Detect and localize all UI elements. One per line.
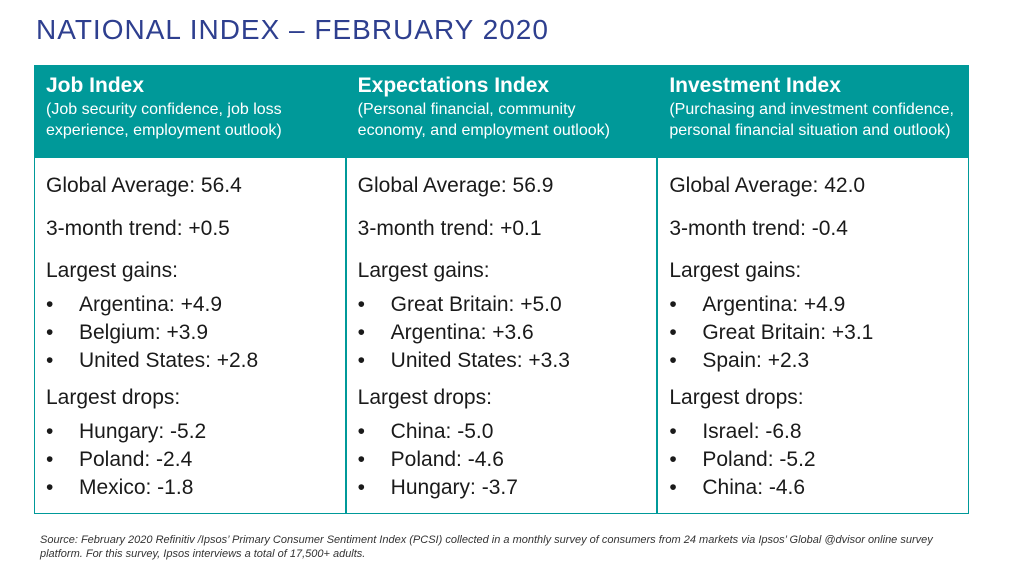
column-body: Global Average: 56.4 3-month trend: +0.5… <box>35 158 345 513</box>
gains-label: Largest gains: <box>669 259 802 282</box>
column-heading: Investment Index <box>669 74 841 97</box>
drops-list: • China: -5.0 • Poland: -4.6 • Hungary: -3.… <box>358 418 647 502</box>
drops-label: Largest drops: <box>357 386 492 409</box>
list-item: • Poland: -4.6 <box>358 446 647 474</box>
list-item: • Argentina: +4.9 <box>669 291 958 319</box>
bullet-icon: • <box>357 293 366 316</box>
gains-list: • Argentina: +4.9 • Belgium: +3.9 • United … <box>46 291 335 375</box>
list-item: • Argentina: +3.6 <box>358 319 647 347</box>
list-item: • Hungary: -5.2 <box>46 418 335 446</box>
column-header: Expectations Index (Personal financial, … <box>346 66 657 158</box>
drop-entry: Mexico: -1.8 <box>79 476 194 499</box>
bullet-icon: • <box>46 293 54 316</box>
global-average: Global Average: 42.0 <box>669 174 866 197</box>
list-item: • China: -4.6 <box>669 474 958 502</box>
bullet-icon: • <box>669 448 677 471</box>
global-average: Global Average: 56.4 <box>46 174 242 197</box>
drops-label: Largest drops: <box>669 386 804 409</box>
list-item: • China: -5.0 <box>358 418 647 446</box>
gain-entry: Argentina: +3.6 <box>390 321 534 344</box>
list-item: • Argentina: +4.9 <box>46 291 335 319</box>
bullet-icon: • <box>357 349 366 372</box>
drop-entry: China: -5.0 <box>390 420 494 443</box>
column-heading: Job Index <box>46 74 145 97</box>
gain-entry: Great Britain: +3.1 <box>702 321 874 344</box>
bullet-icon: • <box>669 476 677 499</box>
list-item: • Belgium: +3.9 <box>46 319 335 347</box>
list-item: • Poland: -5.2 <box>669 446 958 474</box>
drop-entry: Poland: -4.6 <box>390 448 504 471</box>
gains-label: Largest gains: <box>46 259 178 282</box>
column-subheading: (Job security confidence, job loss exper… <box>46 101 282 139</box>
column-body: Global Average: 56.9 3-month trend: +0.1… <box>347 158 657 513</box>
global-average: Global Average: 56.9 <box>357 174 554 197</box>
gain-entry: Argentina: +4.9 <box>702 293 846 316</box>
bullet-icon: • <box>46 420 54 443</box>
gain-entry: Argentina: +4.9 <box>79 293 223 316</box>
list-item: • United States: +3.3 <box>358 347 647 375</box>
bullet-icon: • <box>669 321 677 344</box>
bullet-icon: • <box>669 420 677 443</box>
column-heading: Expectations Index <box>357 74 550 97</box>
column-subheading: (Purchasing and investment confidence, p… <box>669 101 954 139</box>
gain-entry: Great Britain: +5.0 <box>390 293 562 316</box>
list-item: • United States: +2.8 <box>46 347 335 375</box>
list-item: • Mexico: -1.8 <box>46 474 335 502</box>
bullet-icon: • <box>357 476 366 499</box>
drop-entry: Israel: -6.8 <box>702 420 802 443</box>
gains-list: • Argentina: +4.9 • Great Britain: +3.1 • S… <box>669 291 958 375</box>
drops-list: • Hungary: -5.2 • Poland: -2.4 • Mexico: -1… <box>46 418 335 502</box>
three-month-trend: 3-month trend: -0.4 <box>669 217 848 240</box>
bullet-icon: • <box>669 293 677 316</box>
list-item: • Spain: +2.3 <box>669 347 958 375</box>
list-item: • Israel: -6.8 <box>669 418 958 446</box>
drop-entry: Poland: -2.4 <box>79 448 193 471</box>
drop-entry: Poland: -5.2 <box>702 448 816 471</box>
bullet-icon: • <box>46 476 54 499</box>
bullet-icon: • <box>357 448 366 471</box>
bullet-icon: • <box>46 349 54 372</box>
bullet-icon: • <box>357 321 366 344</box>
gain-entry: United States: +3.3 <box>390 349 570 372</box>
index-table: Job Index (Job security confidence, job … <box>34 65 969 514</box>
drop-entry: Hungary: -5.2 <box>79 420 207 443</box>
index-column-investment: Investment Index (Purchasing and investm… <box>658 66 969 513</box>
index-column-job: Job Index (Job security confidence, job … <box>35 66 347 513</box>
list-item: • Poland: -2.4 <box>46 446 335 474</box>
gains-list: • Great Britain: +5.0 • Argentina: +3.6 • U… <box>358 291 647 375</box>
gain-entry: Spain: +2.3 <box>702 349 810 372</box>
drop-entry: Hungary: -3.7 <box>390 476 518 499</box>
three-month-trend: 3-month trend: +0.1 <box>357 217 542 240</box>
bullet-icon: • <box>669 349 677 372</box>
column-header: Investment Index (Purchasing and investm… <box>658 66 969 158</box>
bullet-icon: • <box>46 321 54 344</box>
list-item: • Great Britain: +5.0 <box>358 291 647 319</box>
drop-entry: China: -4.6 <box>702 476 806 499</box>
column-subheading: (Personal financial, community economy, … <box>357 101 610 139</box>
index-column-expectations: Expectations Index (Personal financial, … <box>346 66 659 513</box>
three-month-trend: 3-month trend: +0.5 <box>46 217 230 240</box>
column-header: Job Index (Job security confidence, job … <box>35 66 345 158</box>
gain-entry: United States: +2.8 <box>79 349 259 372</box>
source-footnote: Source: February 2020 Refinitiv /Ipsos’ … <box>40 534 933 560</box>
gain-entry: Belgium: +3.9 <box>79 321 208 344</box>
column-body: Global Average: 42.0 3-month trend: -0.4… <box>658 158 968 513</box>
drops-list: • Israel: -6.8 • Poland: -5.2 • China: -4.6 <box>669 418 958 502</box>
list-item: • Great Britain: +3.1 <box>669 319 958 347</box>
bullet-icon: • <box>46 448 54 471</box>
gains-label: Largest gains: <box>357 259 490 282</box>
page-title: NATIONAL INDEX – FEBRUARY 2020 <box>36 14 549 45</box>
drops-label: Largest drops: <box>46 386 181 409</box>
list-item: • Hungary: -3.7 <box>358 474 647 502</box>
bullet-icon: • <box>357 420 366 443</box>
